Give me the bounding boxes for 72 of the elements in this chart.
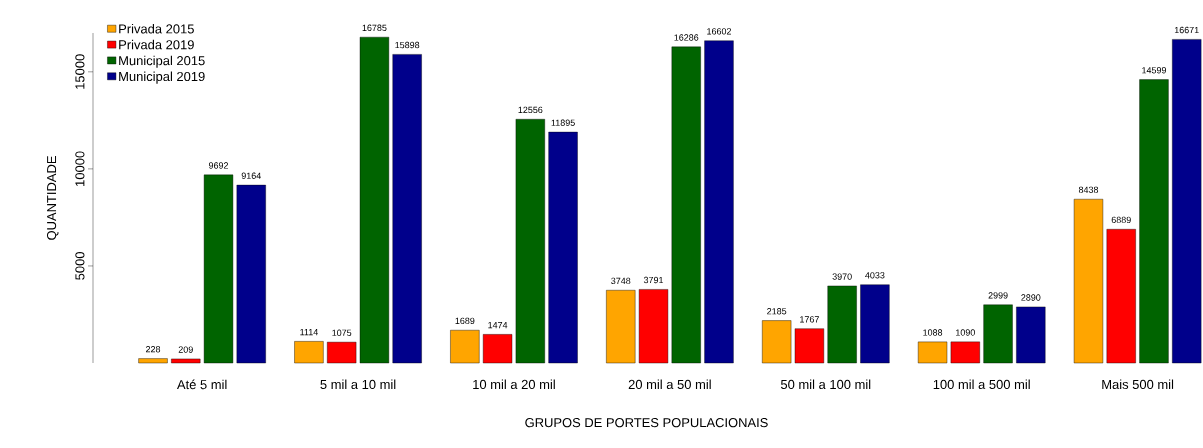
data-label: 9164 bbox=[241, 172, 261, 179]
x-tick-label: 10 mil a 20 mil bbox=[473, 379, 555, 390]
x-tick-label: Até 5 mil bbox=[176, 379, 227, 390]
data-label: 228 bbox=[146, 346, 161, 353]
bar bbox=[638, 289, 669, 364]
data-label: 8438 bbox=[1078, 186, 1099, 194]
bar bbox=[1139, 79, 1169, 364]
data-label: 6889 bbox=[1111, 216, 1131, 224]
y-tick-label: 10000 bbox=[75, 151, 85, 186]
data-label: 16286 bbox=[674, 34, 699, 41]
bar bbox=[327, 341, 357, 364]
bar bbox=[704, 40, 734, 364]
legend-label: Municipal 2019 bbox=[119, 71, 205, 84]
data-label: 2890 bbox=[1021, 294, 1041, 301]
bar bbox=[171, 358, 201, 364]
legend-label: Privada 2019 bbox=[119, 39, 194, 50]
bar bbox=[392, 54, 422, 364]
data-label: 15898 bbox=[395, 41, 420, 49]
data-label: 16602 bbox=[707, 28, 731, 35]
y-tick-label: 15000 bbox=[75, 54, 85, 89]
data-label: 4033 bbox=[865, 272, 885, 279]
data-label: 16785 bbox=[362, 24, 387, 31]
x-axis-title: GRUPOS DE PORTES POPULACIONAIS bbox=[525, 418, 768, 428]
bar bbox=[482, 334, 513, 364]
bar bbox=[1172, 39, 1202, 364]
bar bbox=[515, 119, 545, 364]
data-label: 1114 bbox=[300, 329, 318, 336]
bar bbox=[606, 290, 636, 364]
data-label: 1767 bbox=[800, 316, 819, 323]
bar bbox=[983, 304, 1013, 364]
bar bbox=[762, 320, 792, 364]
y-tick-label: 5000 bbox=[75, 252, 85, 280]
data-label: 3791 bbox=[643, 276, 664, 284]
data-label: 1474 bbox=[488, 322, 508, 329]
data-label: 14599 bbox=[1142, 67, 1167, 74]
bar bbox=[294, 341, 324, 364]
x-tick-label: 50 mil a 100 mil bbox=[780, 379, 871, 390]
bar bbox=[917, 341, 948, 364]
x-tick-label: Mais 500 mil bbox=[1102, 379, 1174, 390]
data-label: 2185 bbox=[767, 308, 787, 315]
bar bbox=[827, 285, 857, 364]
bar bbox=[450, 330, 480, 364]
data-label: 12556 bbox=[518, 106, 543, 114]
data-label: 3970 bbox=[832, 273, 852, 280]
data-label: 16671 bbox=[1174, 26, 1199, 34]
bar bbox=[359, 36, 390, 364]
data-label: 2999 bbox=[988, 292, 1008, 299]
bar bbox=[1073, 199, 1104, 364]
data-label: 209 bbox=[178, 346, 193, 353]
x-tick-label: 100 mil a 500 mil bbox=[933, 379, 1030, 390]
bar bbox=[203, 174, 234, 364]
data-label: 1090 bbox=[956, 329, 975, 336]
bar bbox=[794, 328, 825, 364]
x-tick-label: 5 mil a 10 mil bbox=[320, 379, 396, 390]
data-label: 11895 bbox=[551, 119, 575, 126]
y-axis-title: QUANTIDADE bbox=[46, 156, 59, 240]
bar bbox=[671, 46, 701, 364]
data-label: 1075 bbox=[332, 329, 352, 336]
data-label: 1088 bbox=[923, 329, 943, 336]
bar bbox=[548, 131, 578, 364]
legend-label: Privada 2015 bbox=[119, 23, 194, 34]
bar bbox=[1106, 229, 1136, 364]
bar bbox=[860, 284, 890, 364]
legend-label: Municipal 2015 bbox=[119, 55, 205, 68]
data-label: 3748 bbox=[611, 277, 631, 285]
bar bbox=[1016, 306, 1046, 364]
data-label: 1689 bbox=[455, 317, 475, 325]
data-label: 9692 bbox=[208, 162, 229, 169]
x-tick-label: 20 mil a 50 mil bbox=[628, 379, 711, 390]
bar bbox=[138, 358, 168, 364]
bar bbox=[950, 341, 980, 364]
bar bbox=[236, 184, 266, 364]
